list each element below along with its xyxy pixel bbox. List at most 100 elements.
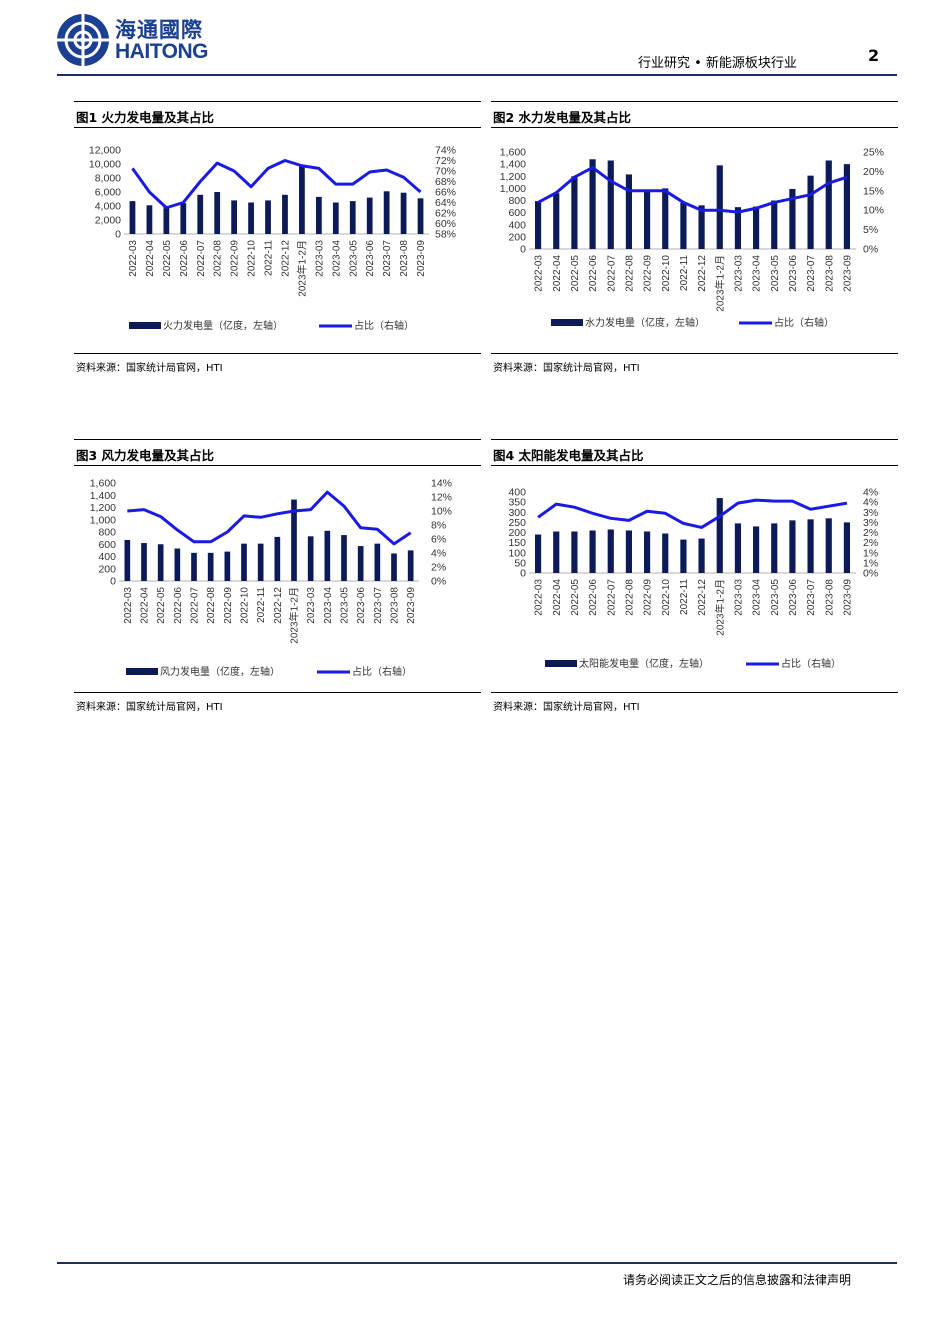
right-axis-tick-label: 8% [431,520,446,532]
right-axis-tick-label: 15% [863,185,884,197]
category-tick-label: 2022-05 [162,240,173,277]
left-axis-tick-label: 600 [508,207,526,219]
category-tick-label: 2022-03 [534,579,545,616]
bar-mark [282,194,288,234]
left-axis-tick-label: 50 [514,557,526,569]
report-section-title: 行业研究 • 新能源板块行业 [638,56,797,71]
right-axis-tick-label: 4% [431,548,446,560]
bar-mark [129,201,136,234]
bar-mark [349,201,356,234]
bar-mark [374,543,381,581]
category-tick-label: 2022-03 [128,240,139,277]
share-line-series [537,498,848,529]
legend-bar-label: 风力发电量（亿度，左轴） [160,665,280,678]
category-tick-label: 2022-04 [552,579,563,616]
category-tick-label: 2022-12 [697,579,708,616]
left-axis-tick-label: 6,000 [95,187,121,199]
category-tick-label: 2022-03 [123,587,134,624]
left-axis-tick-label: 1,000 [500,183,526,195]
figure-title: 图4 太阳能发电量及其占比 [493,448,644,463]
category-tick-label: 2022-08 [213,240,224,277]
source-rule [491,353,898,354]
bar-mark [607,529,614,573]
figure-4-chart: 0501001502002503003504000%1%1%2%2%3%3%4%… [508,487,878,671]
right-axis-tick-label: 2% [863,537,878,549]
bar-mark [383,191,390,234]
category-tick-label: 2022-12 [280,240,291,277]
category-tick-label: 2022-04 [552,255,563,292]
legend-line-label: 占比（右轴） [352,665,412,678]
bar-mark [607,160,614,249]
right-axis-tick-label: 74% [435,145,456,157]
bar-mark [662,188,669,249]
right-axis-tick-label: 1% [863,547,878,559]
bar-mark [589,530,596,573]
bar-mark [407,550,414,581]
category-tick-label: 2022-12 [697,255,708,292]
right-axis-tick-label: 3% [863,507,878,519]
legend-bar-label: 火力发电量（亿度，左轴） [163,319,283,332]
category-tick-label: 2022-09 [230,240,241,277]
title-underline [74,127,481,128]
share-line-series [131,159,422,210]
right-axis-tick-label: 60% [435,218,456,230]
legend-line-label: 占比（右轴） [354,319,414,332]
bar-mark [553,531,560,573]
right-axis-tick-label: 10% [863,205,884,217]
bar-mark [174,548,181,581]
category-tick-label: 2022-11 [256,587,267,623]
right-axis-tick-label: 58% [435,229,456,241]
bar-mark [716,165,723,249]
left-axis-tick-label: 1,200 [90,502,116,514]
category-tick-label: 2022-10 [240,587,251,624]
title-rule [491,439,898,440]
category-tick-label: 2022-08 [206,587,217,624]
right-axis-tick-label: 6% [431,534,446,546]
bar-mark [274,536,281,581]
logo-chinese-text: 海通國際 [115,18,203,42]
bar-mark [752,206,760,249]
category-tick-label: 2022-04 [145,240,156,277]
category-tick-label: 2023年1-2月 [713,255,726,312]
legend-bar-swatch [545,660,577,667]
left-axis-tick-label: 250 [508,517,526,529]
right-axis-tick-label: 3% [863,517,878,529]
legend-line-label: 占比（右轴） [774,316,834,329]
category-tick-label: 2023-04 [323,587,334,624]
category-tick-label: 2022-11 [679,255,690,291]
right-axis-tick-label: 10% [431,506,452,518]
category-tick-label: 2022-08 [624,255,635,292]
bar-mark [366,197,373,234]
right-axis-tick-label: 0% [863,568,878,580]
bar-mark [589,159,596,249]
category-tick-label: 2022-03 [534,255,545,292]
bar-mark [771,523,778,573]
category-tick-label: 2023-07 [806,579,817,616]
right-axis-tick-label: 12% [431,492,452,504]
category-tick-label: 2023-06 [365,240,376,277]
left-axis-tick-label: 800 [98,527,116,539]
right-axis-tick-label: 14% [431,478,452,490]
bar-mark [241,543,247,581]
bar-mark [825,160,832,249]
bar-mark [625,530,633,573]
figure-source: 资料来源：国家统计局官网，HTI [493,363,640,374]
bar-mark [698,205,705,249]
title-rule [491,101,898,102]
haitong-logo-icon [57,14,109,66]
category-tick-label: 2022-07 [190,587,201,624]
bar-mark [307,536,314,581]
bar-mark [332,202,339,234]
bar-mark [417,198,424,234]
category-tick-label: 2023-06 [356,587,367,624]
category-tick-label: 2022-05 [570,579,581,616]
left-axis-tick-label: 1,000 [90,514,116,526]
bar-mark [391,553,397,581]
bar-mark [207,552,214,581]
legend-line-label: 占比（右轴） [781,657,841,670]
source-rule [74,692,481,693]
left-axis-tick-label: 800 [508,195,526,207]
title-underline [491,465,898,466]
